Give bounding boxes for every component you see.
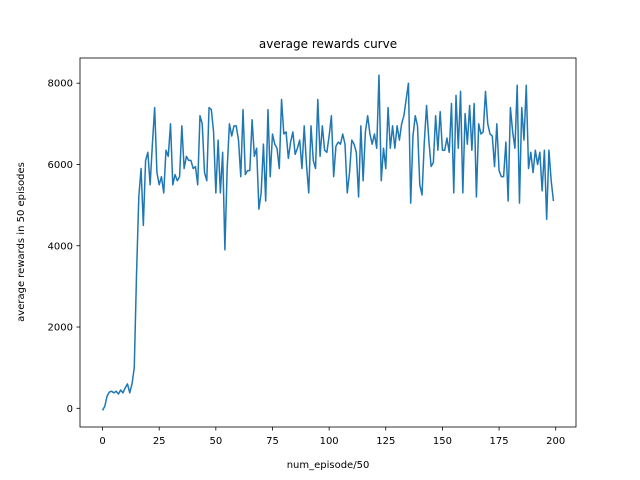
x-axis-label: num_episode/50 — [287, 460, 370, 471]
line — [101, 74, 555, 411]
y-axis-label: average rewards in 50 episodes — [16, 162, 27, 322]
y-tick-label: 8000 — [48, 79, 73, 90]
y-tick-label: 2000 — [48, 323, 73, 334]
plot-frame — [79, 57, 577, 428]
y-tick-label: 6000 — [48, 160, 73, 171]
y-tick-label: 4000 — [48, 241, 73, 252]
x-tick-label: 175 — [490, 436, 509, 447]
x-tick-label: 50 — [209, 436, 222, 447]
x-tick-label: 200 — [546, 436, 565, 447]
y-tick-label: 0 — [67, 404, 73, 415]
x-tick-label: 25 — [153, 436, 166, 447]
x-tick-label: 150 — [433, 436, 452, 447]
chart-title: average rewards curve — [259, 37, 397, 51]
x-tick-label: 100 — [320, 436, 339, 447]
x-tick-label: 0 — [99, 436, 105, 447]
x-tick-label: 75 — [266, 436, 279, 447]
x-tick-label: 125 — [376, 436, 395, 447]
